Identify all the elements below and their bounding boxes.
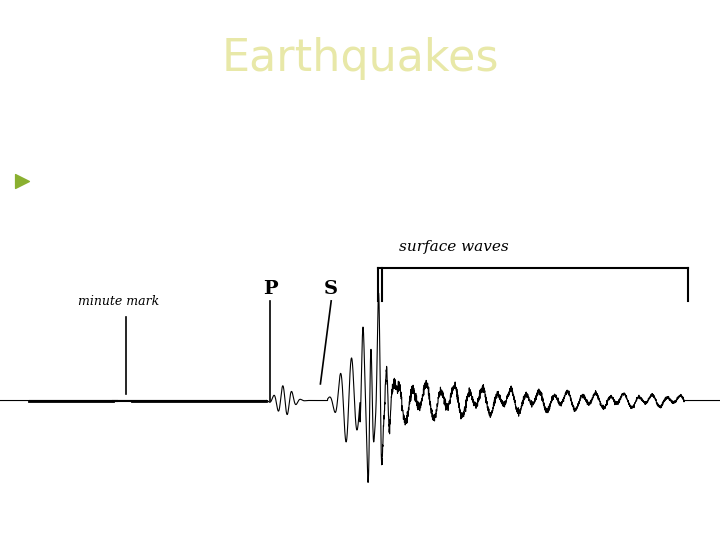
Text: P: P [263, 280, 277, 298]
Text: surface waves: surface waves [399, 240, 508, 254]
Text: S: S [324, 280, 338, 298]
Text: A typical seismogram of an earthquake:: A typical seismogram of an earthquake: [42, 171, 432, 191]
Text: minute mark: minute mark [78, 294, 159, 308]
Text: Earthquakes: Earthquakes [221, 37, 499, 80]
